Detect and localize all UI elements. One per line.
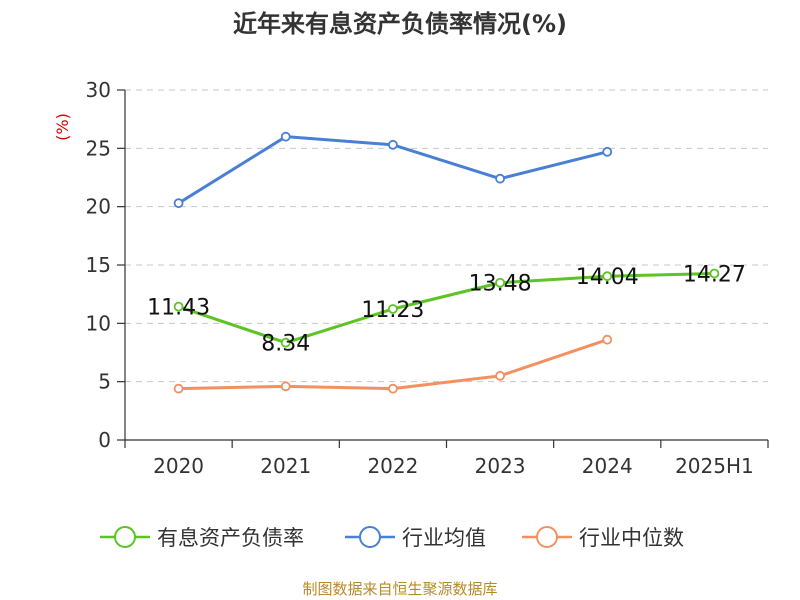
data-label: 8.34 xyxy=(261,332,310,357)
series-2-point xyxy=(280,131,291,142)
series-2-point xyxy=(388,139,398,150)
x-tick-label: 2024 xyxy=(582,454,633,478)
y-tick-label: 20 xyxy=(86,195,111,219)
x-tick-label: 2025H1 xyxy=(675,454,754,478)
legend: 有息资产负债率 行业均值 行业中位数 xyxy=(100,526,684,550)
source-note: 制图数据来自恒生聚源数据库 xyxy=(302,580,497,598)
series-1-point xyxy=(602,271,613,282)
data-labels: 11.43 8.34 11.23 13.48 14.04 14.27 xyxy=(147,263,746,357)
series-line-1 xyxy=(178,272,715,345)
series-3-point xyxy=(495,370,505,381)
axes: 0 5 10 15 20 25 30 2020 2021 2022 2023 2024 2025H1 xyxy=(86,78,769,478)
series-2-point xyxy=(602,146,613,157)
grid-lines xyxy=(125,89,768,383)
legend-item-1: 有息资产负债率 xyxy=(100,526,304,550)
series-3-point xyxy=(602,334,613,345)
legend-swatch-marker xyxy=(114,526,136,548)
y-tick-label: 0 xyxy=(98,428,111,452)
x-tick-label: 2022 xyxy=(367,454,418,478)
series-3-point xyxy=(280,381,291,392)
series-1-point xyxy=(280,337,291,348)
data-label: 14.27 xyxy=(683,263,746,288)
y-tick-label: 10 xyxy=(86,311,111,335)
series-1-point xyxy=(709,268,720,279)
series-1-point xyxy=(495,277,505,288)
x-tick-label: 2021 xyxy=(260,454,311,478)
x-tick-label: 2023 xyxy=(475,454,526,478)
legend-item-2: 行业均值 xyxy=(345,526,486,550)
y-tick-label: 15 xyxy=(86,253,111,277)
data-label: 14.04 xyxy=(576,265,639,290)
data-label: 11.43 xyxy=(147,296,210,321)
legend-label: 行业均值 xyxy=(402,526,486,550)
legend-swatch-marker xyxy=(359,526,381,548)
series-3-point xyxy=(173,383,184,394)
series-2-point xyxy=(173,198,184,209)
y-tick-label: 5 xyxy=(98,370,111,394)
series-3-point xyxy=(388,383,398,394)
series-2-point xyxy=(495,173,505,184)
y-tick-label: 30 xyxy=(86,78,111,102)
data-label: 13.48 xyxy=(469,272,532,297)
chart-title: 近年来有息资产负债率情况(%) xyxy=(233,10,567,38)
legend-label: 有息资产负债率 xyxy=(157,526,304,550)
y-axis-unit-label: (%) xyxy=(53,113,72,141)
legend-item-3: 行业中位数 xyxy=(522,526,684,550)
legend-label: 行业中位数 xyxy=(579,526,684,550)
legend-swatch-marker xyxy=(536,526,558,548)
series-1-point xyxy=(388,304,398,314)
y-tick-label: 25 xyxy=(86,136,111,160)
data-label: 11.23 xyxy=(361,298,424,323)
series-1-point xyxy=(173,301,184,312)
x-tick-label: 2020 xyxy=(153,454,204,478)
series-layer xyxy=(173,131,720,394)
